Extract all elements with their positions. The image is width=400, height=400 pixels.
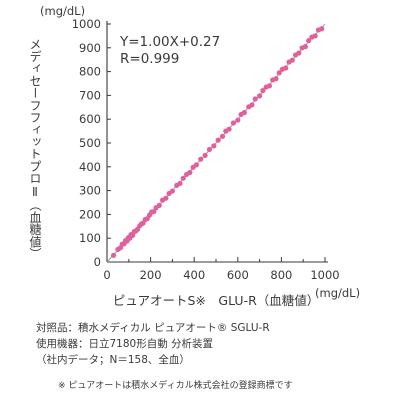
data-point xyxy=(289,57,295,63)
data-point xyxy=(252,96,258,102)
x-tick-label: 600 xyxy=(227,268,249,282)
y-tick-label: 100 xyxy=(79,231,101,245)
trademark-note: ※ ピュアオートは積水メディカル株式会社の登録商標です xyxy=(58,381,293,391)
data-point xyxy=(156,202,162,208)
data-point xyxy=(151,208,157,215)
data-point xyxy=(283,65,289,71)
x-tick-label: 0 xyxy=(103,268,110,282)
data-point xyxy=(206,146,213,153)
axes-layer xyxy=(106,21,328,263)
data-point xyxy=(319,26,325,32)
y-tick-label: 800 xyxy=(79,65,101,79)
data-point xyxy=(276,70,282,76)
data-point xyxy=(110,252,117,258)
y-tick-label: 600 xyxy=(79,112,101,126)
data-point xyxy=(187,169,193,176)
y-tick-label: 400 xyxy=(79,160,101,174)
x-tick-label: 800 xyxy=(270,268,292,282)
caption-instrument: 使用機器：日立7180形自動 分析装置 xyxy=(36,338,214,350)
data-point xyxy=(215,137,221,143)
data-point xyxy=(180,175,186,181)
data-point xyxy=(296,50,302,56)
data-point xyxy=(235,117,241,123)
data-point xyxy=(226,126,232,132)
caption-comparison-product: 対照品：積水メディカル ピュアオート® SGLU-R xyxy=(36,322,270,334)
data-point xyxy=(193,162,199,168)
data-point xyxy=(211,143,217,149)
data-point xyxy=(163,195,169,201)
y-unit-label: (mg/dL) xyxy=(40,4,85,18)
y-tick-label: 700 xyxy=(79,88,101,102)
data-point xyxy=(260,88,266,94)
y-tick-label: 300 xyxy=(79,184,101,198)
data-point xyxy=(169,188,175,194)
data-point xyxy=(249,102,255,108)
data-point xyxy=(230,120,237,126)
y-tick-label: 1000 xyxy=(72,17,101,31)
data-point xyxy=(202,152,208,158)
x-tick-label: 1000 xyxy=(310,268,339,282)
data-points-layer xyxy=(110,26,325,258)
data-point xyxy=(302,44,308,50)
y-tick-label: 200 xyxy=(79,207,101,221)
x-unit-label: (mg/dL) xyxy=(315,286,360,300)
y-tick-label: 900 xyxy=(79,41,101,55)
caption-data-source: （社内データ；N＝158、全血） xyxy=(36,354,190,366)
data-point xyxy=(312,33,318,39)
data-point xyxy=(219,133,226,139)
regression-equation: Y=1.00X+0.27 xyxy=(119,34,220,50)
data-point xyxy=(266,83,273,89)
data-point xyxy=(273,76,279,82)
y-tick-label: 0 xyxy=(94,255,101,269)
x-tick-label: 400 xyxy=(183,268,205,282)
data-point xyxy=(198,156,204,162)
data-point xyxy=(306,38,312,44)
data-point xyxy=(257,93,263,99)
x-tick-label: 200 xyxy=(140,268,162,282)
data-point xyxy=(177,180,183,187)
data-point xyxy=(241,109,247,116)
x-axis-title: ピュアオートS※ GLU-R（血糖値） xyxy=(113,293,320,308)
y-tick-label: 500 xyxy=(79,136,101,150)
chart-text-layer: 0 100 200 300 400 500 600 700 800 900 1000 0 200 400 6… xyxy=(28,4,360,308)
y-axis-title: メディセーフフィットプロⅡ（血糖値） xyxy=(28,38,42,260)
correlation-coefficient: R=0.999 xyxy=(120,51,179,67)
